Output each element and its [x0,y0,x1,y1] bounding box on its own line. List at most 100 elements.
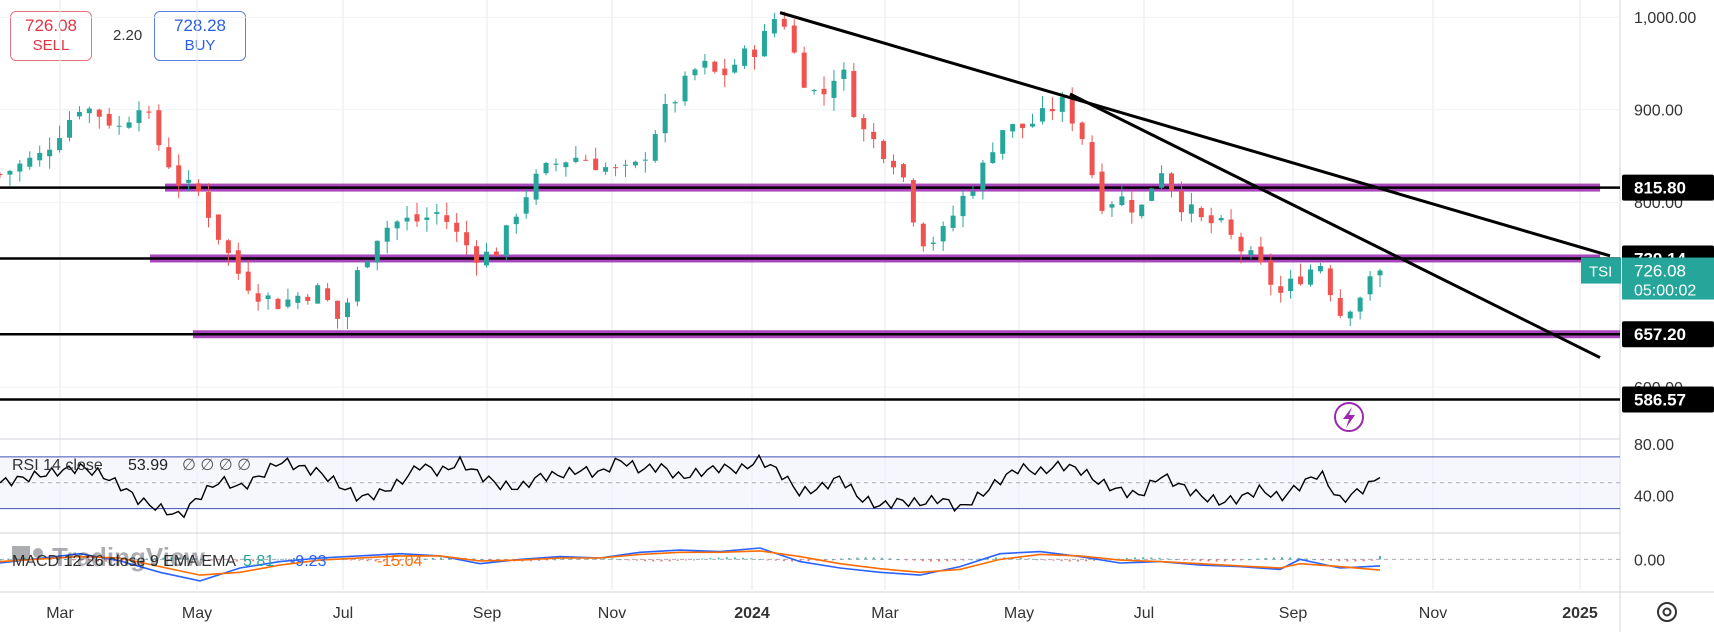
histogram-bar [235,559,238,562]
candle-body [7,170,13,175]
histogram-bar [260,559,263,561]
histogram-bar [537,559,540,561]
histogram-bar [970,559,973,561]
candle-body [1258,246,1264,263]
histogram-bar [791,559,794,562]
candle-body [1069,94,1075,124]
candle-body [1248,250,1254,256]
histogram-bar [1379,555,1381,560]
symbol-label: TSI [1589,264,1612,281]
candle [1228,209,1234,240]
candle [771,12,777,38]
logo-mark-b [33,548,43,558]
candle-body [970,191,976,196]
candle-body [285,299,291,307]
candle-body [86,108,92,114]
candle-body [414,214,420,222]
candle [1119,185,1125,207]
candle [37,145,43,167]
histogram-bar [431,557,434,560]
histogram-bar [423,558,426,560]
candle [335,300,341,329]
candle [692,67,698,81]
histogram-bar [635,559,638,561]
candle [235,242,241,280]
candle-body [632,161,638,166]
candle-body [295,295,301,303]
candle [255,284,261,311]
candle [1129,190,1135,224]
histogram-bar [325,557,328,560]
candle-body [752,49,758,58]
candle-body [732,64,738,73]
histogram-bar [627,559,630,561]
sell-button[interactable]: 726.08 SELL [10,11,92,61]
candle-body [66,119,72,138]
candle-body [1298,276,1304,285]
histogram-bar [194,558,197,560]
buy-button[interactable]: 728.28 BUY [154,11,246,61]
rsi-legend-label: RSI 14 close [12,457,103,474]
candle-body [1010,124,1016,132]
histogram-bar [1215,559,1218,562]
candle [493,247,499,256]
candle [136,101,142,132]
candle [861,114,867,142]
candle [86,106,92,124]
candle-body [374,240,380,263]
histogram-bar [1027,558,1030,560]
candle [732,58,738,74]
histogram-bar [848,557,851,560]
candle-body [1000,130,1006,154]
candle-body [503,225,509,256]
histogram-bar [170,557,173,560]
candle [811,88,817,95]
lightning-icon [1334,402,1364,432]
candle [563,161,569,177]
rsi-tick-label: 40.00 [1634,489,1674,506]
candle [7,169,13,186]
rsi-tick-label: 80.00 [1634,437,1674,454]
candle [1317,262,1323,274]
histogram-bar [1207,559,1210,562]
candle [950,205,956,232]
time-tick-label: 2024 [734,605,770,622]
histogram-bar [390,559,393,562]
candle-body [761,30,767,57]
candle [285,288,291,309]
histogram-bar [1019,557,1022,560]
histogram-bar [0,559,1,561]
candle [622,159,628,178]
histogram-bar [227,559,230,562]
candle [146,105,152,120]
candle [384,220,390,254]
candle [583,154,589,161]
candle [1367,271,1373,301]
candle-body [215,214,221,240]
histogram-bar [995,557,998,560]
gear-hub [1662,607,1672,617]
candle [344,298,350,330]
candle [851,63,857,118]
candle-body [1169,173,1175,192]
time-tick-label: May [182,605,212,622]
histogram-bar [1240,559,1243,561]
candle [1357,296,1363,320]
histogram-bar [1281,557,1284,560]
histogram-bar [162,557,165,560]
level-price-label: 586.57 [1634,391,1686,410]
candle-body [513,216,519,225]
candle-body [1268,260,1274,285]
candle [404,205,410,231]
candle-body [136,110,142,124]
candle-body [126,122,132,128]
candle-body [454,222,460,232]
candle-body [483,251,489,266]
candle-body [0,174,3,176]
logo-mark-a [12,546,30,560]
watermark-text: TradingView [52,542,205,572]
candle [891,154,897,175]
candle [364,260,370,269]
gear-icon[interactable] [1657,602,1677,622]
